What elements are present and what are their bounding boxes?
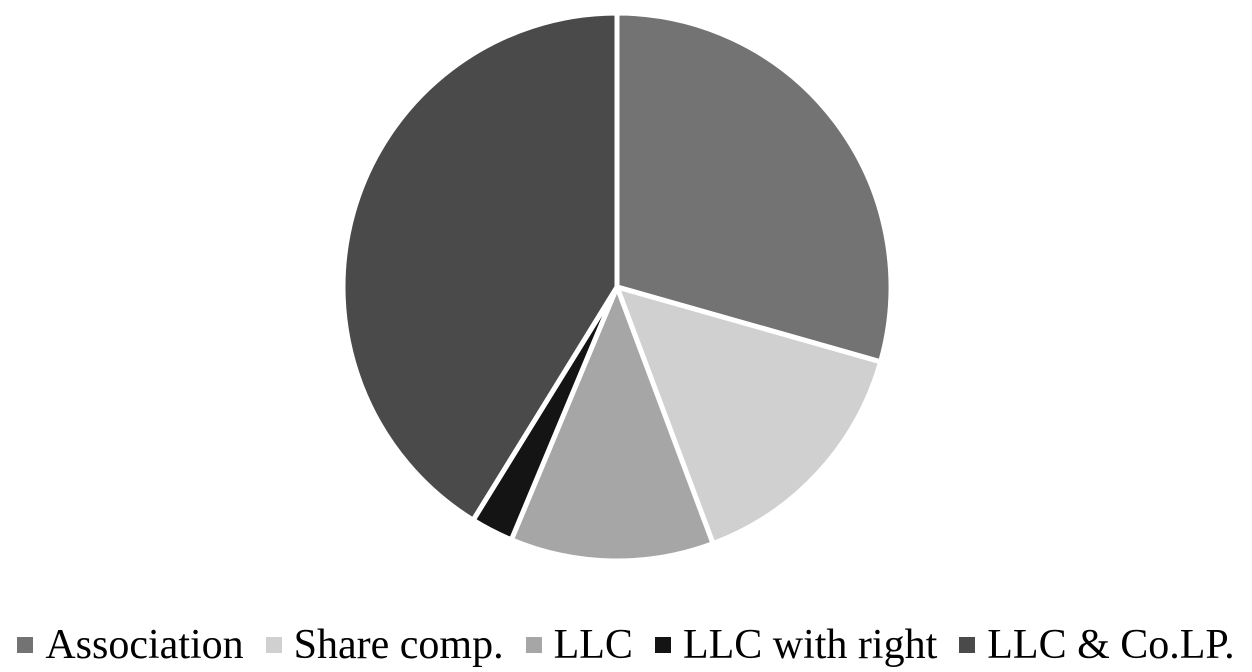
legend-item-llc: LLC [525,621,633,669]
pie-plot-area [340,10,894,564]
legend-item-llc-with-right: LLC with right [654,621,938,669]
chart-legend: Association Share comp. LLC LLC with right L… [0,618,1252,672]
legend-swatch [17,637,34,653]
legend-swatch [265,637,282,653]
legend-label: LLC with right [682,622,938,668]
legend-item-llc-co-lp: LLC & Co.LP. [959,621,1235,669]
pie-slice-association [614,10,894,365]
legend-item-share-comp: Share comp. [265,621,504,669]
legend-label: Share comp. [293,622,504,668]
legend-label: LLC [553,622,633,668]
legend-label: LLC & Co.LP. [987,622,1235,668]
pie-slice-llc [508,280,717,564]
legend-swatch [654,637,671,653]
legend-swatch [959,637,976,653]
pie-slice-llc-co-lp [340,10,620,524]
legend-item-association: Association [17,621,244,669]
pie-slice-share-comp [612,283,884,547]
legend-label: Association [45,622,244,668]
legend-swatch [525,637,542,653]
